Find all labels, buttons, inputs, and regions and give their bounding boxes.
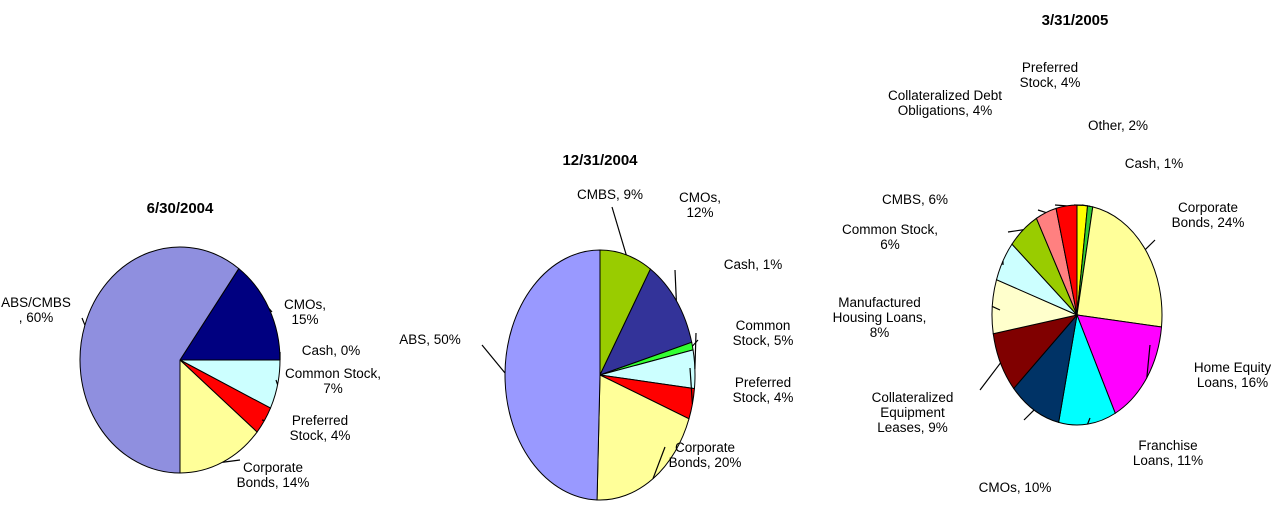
leader-line — [992, 305, 1001, 311]
pie-slice — [599, 268, 693, 376]
pie-slice — [79, 246, 240, 474]
data-label: CMBS, 6% — [881, 192, 949, 207]
data-label: Preferred Stock, 4% — [1019, 60, 1081, 91]
leader-line — [268, 308, 273, 313]
data-label: CMOs, 12% — [679, 190, 721, 221]
leader-line — [1037, 209, 1047, 214]
data-label: Common Stock, 5% — [732, 318, 794, 349]
pie-slice — [1055, 204, 1078, 316]
data-label: Manufactured Housing Loans, 8% — [832, 295, 927, 341]
data-label: ABS, 50% — [399, 332, 461, 347]
leader-line — [1007, 229, 1024, 233]
leader-line — [1054, 204, 1067, 207]
leader-line — [979, 362, 1001, 391]
chart-title: 3/31/2005 — [1041, 12, 1109, 29]
chart-title: 12/31/2004 — [562, 152, 638, 169]
data-label: CMBS, 9% — [576, 187, 644, 202]
data-label: Collateralized Debt Obligations, 4% — [887, 88, 1003, 119]
leader-line — [261, 419, 265, 422]
data-label: Common Stock, 6% — [841, 222, 939, 253]
pie-slice — [179, 358, 258, 474]
data-label: Corporate Bonds, 20% — [668, 440, 742, 471]
leader-line — [222, 459, 241, 463]
data-label: Corporate Bonds, 14% — [236, 460, 310, 491]
leader-line — [1023, 409, 1035, 421]
pie-slice — [1076, 206, 1163, 328]
leader-line — [689, 367, 694, 404]
data-label: ABS/CMBS , 60% — [1, 295, 71, 326]
leader-line — [1146, 344, 1151, 378]
data-label: CMOs, 10% — [978, 480, 1052, 495]
leader-line — [275, 379, 279, 385]
pie-slice — [504, 249, 601, 501]
data-label: CMOs, 15% — [284, 297, 326, 328]
data-label: Other, 2% — [1087, 118, 1149, 133]
leader-line — [1144, 239, 1156, 250]
data-label: Collateralized Equipment Leases, 9% — [871, 390, 954, 436]
data-label: Common Stock, 7% — [284, 366, 382, 397]
data-label: Corporate Bonds, 24% — [1171, 200, 1245, 231]
data-label: Cash, 0% — [301, 343, 361, 358]
data-label: Preferred Stock, 4% — [732, 375, 794, 406]
data-label: Cash, 1% — [723, 257, 783, 272]
leader-line — [611, 206, 627, 256]
data-label: Cash, 1% — [1124, 156, 1184, 171]
leader-line — [652, 446, 666, 480]
leader-line — [81, 317, 86, 326]
chart-title: 6/30/2004 — [146, 200, 214, 217]
data-label: Home Equity Loans, 16% — [1193, 360, 1272, 391]
leader-line — [1081, 204, 1091, 207]
leader-line — [674, 269, 677, 301]
data-label: Preferred Stock, 4% — [289, 413, 351, 444]
leader-line — [1086, 417, 1091, 425]
leader-line — [481, 344, 506, 374]
leader-line — [694, 332, 697, 370]
data-label: Franchise Loans, 11% — [1132, 438, 1204, 469]
